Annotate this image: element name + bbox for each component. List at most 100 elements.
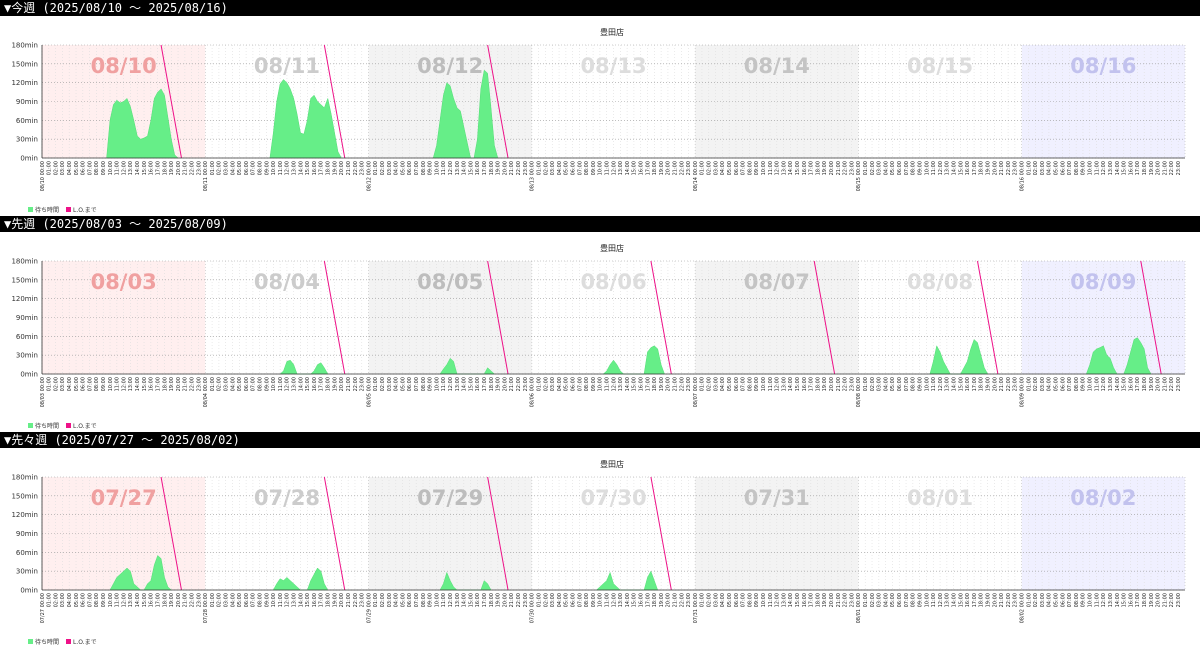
x-tick-label: 13:00 (1108, 593, 1114, 607)
x-tick-label: 15:00 (795, 593, 801, 607)
lo-line (1140, 260, 1162, 375)
x-tick-label: 20:00 (176, 161, 182, 175)
x-tick-label: 01:00 (47, 161, 53, 175)
x-tick-label: 09:00 (591, 161, 597, 175)
week-heading: ▼先週 (2025/08/03 〜 2025/08/09) (0, 216, 1200, 232)
x-tick-label: 08/05 00:00 (366, 377, 372, 407)
x-tick-label: 08:00 (94, 161, 100, 175)
x-tick-label: 09:00 (918, 161, 924, 175)
x-tick-label: 19:00 (822, 377, 828, 391)
x-tick-label: 21:00 (346, 161, 352, 175)
x-tick-label: 05:00 (1054, 161, 1060, 175)
x-tick-label: 05:00 (890, 161, 896, 175)
y-tick-label: 60min (16, 333, 38, 341)
x-tick-label: 14:00 (1115, 161, 1121, 175)
x-tick-label: 01:00 (1026, 161, 1032, 175)
x-tick-label: 03:00 (713, 593, 719, 607)
x-tick-label: 16:00 (312, 161, 318, 175)
x-tick-label: 09:00 (1081, 161, 1087, 175)
x-tick-label: 20:00 (339, 161, 345, 175)
week-section-two-weeks-ago: ▼先々週 (2025/07/27 〜 2025/08/02) 0min 30min… (0, 432, 1200, 648)
x-tick-label: 02:00 (707, 377, 713, 391)
x-tick-label: 01:00 (1026, 593, 1032, 607)
x-tick-label: 04:00 (720, 593, 726, 607)
x-tick-label: 08/15 00:00 (856, 161, 862, 191)
x-tick-label: 18:00 (162, 161, 168, 175)
x-tick-label: 07:00 (904, 161, 910, 175)
x-tick-label: 03:00 (60, 593, 66, 607)
x-tick-label: 09:00 (1081, 377, 1087, 391)
x-tick-label: 06:00 (734, 593, 740, 607)
x-tick-label: 12:00 (121, 161, 127, 175)
x-tick-label: 14:00 (952, 377, 958, 391)
x-tick-label: 06:00 (407, 377, 413, 391)
x-tick-label: 08/06 00:00 (530, 377, 536, 407)
y-tick-label: 150min (11, 276, 38, 284)
x-tick-label: 03:00 (224, 377, 230, 391)
x-tick-label: 11:00 (1094, 593, 1100, 607)
x-tick-label: 11:00 (115, 593, 121, 607)
x-tick-label: 04:00 (883, 161, 889, 175)
x-tick-label: 14:00 (462, 377, 468, 391)
x-tick-label: 02:00 (1033, 593, 1039, 607)
x-tick-label: 01:00 (373, 161, 379, 175)
x-tick-label: 15:00 (305, 377, 311, 391)
x-tick-label: 03:00 (60, 161, 66, 175)
y-tick-label: 150min (11, 60, 38, 68)
x-tick-label: 11:00 (1094, 377, 1100, 391)
x-tick-label: 17:00 (1135, 377, 1141, 391)
x-tick-label: 06:00 (734, 377, 740, 391)
x-tick-label: 02:00 (543, 377, 549, 391)
x-tick-label: 21:00 (1162, 377, 1168, 391)
x-tick-label: 05:00 (727, 161, 733, 175)
x-tick-label: 08:00 (911, 593, 917, 607)
x-tick-label: 19:00 (496, 593, 502, 607)
x-tick-label: 23:00 (1013, 377, 1019, 391)
x-tick-label: 02:00 (380, 377, 386, 391)
x-tick-label: 08/02 00:00 (1020, 593, 1026, 623)
x-tick-label: 17:00 (645, 593, 651, 607)
x-tick-label: 01:00 (210, 377, 216, 391)
x-tick-label: 01:00 (47, 593, 53, 607)
x-tick-label: 21:00 (509, 161, 515, 175)
x-tick-label: 17:00 (156, 377, 162, 391)
x-tick-label: 04:00 (230, 377, 236, 391)
x-tick-label: 08/12 00:00 (366, 161, 372, 191)
y-tick-label: 180min (11, 258, 38, 266)
x-tick-label: 21:00 (999, 161, 1005, 175)
x-tick-label: 17:00 (482, 377, 488, 391)
x-tick-label: 22:00 (353, 593, 359, 607)
x-tick-label: 22:00 (1169, 377, 1175, 391)
x-tick-label: 23:00 (523, 593, 529, 607)
x-tick-label: 14:00 (298, 593, 304, 607)
x-tick-label: 15:00 (468, 593, 474, 607)
x-tick-label: 03:00 (713, 161, 719, 175)
x-tick-label: 13:00 (1108, 161, 1114, 175)
y-tick-label: 30min (16, 568, 38, 576)
x-tick-label: 06:00 (571, 377, 577, 391)
x-tick-label: 21:00 (673, 161, 679, 175)
x-tick-label: 10:00 (271, 377, 277, 391)
x-tick-label: 11:00 (278, 377, 284, 391)
day-label: 07/28 (254, 486, 320, 510)
x-tick-label: 10:00 (434, 161, 440, 175)
x-tick-label: 13:00 (618, 377, 624, 391)
x-tick-label: 13:00 (455, 377, 461, 391)
x-tick-label: 10:00 (271, 593, 277, 607)
x-tick-label: 13:00 (455, 161, 461, 175)
x-tick-label: 16:00 (475, 593, 481, 607)
x-tick-label: 09:00 (428, 377, 434, 391)
x-tick-label: 19:00 (659, 593, 665, 607)
x-tick-label: 21:00 (1162, 593, 1168, 607)
x-tick-label: 10:00 (924, 593, 930, 607)
x-tick-label: 07:00 (414, 593, 420, 607)
x-tick-label: 07:00 (904, 377, 910, 391)
lo-line (650, 476, 672, 591)
x-tick-label: 22:00 (353, 161, 359, 175)
y-tick-label: 0min (20, 371, 38, 379)
x-tick-label: 09:00 (101, 377, 107, 391)
x-tick-label: 01:00 (863, 377, 869, 391)
x-tick-label: 14:00 (625, 593, 631, 607)
x-tick-label: 04:00 (720, 161, 726, 175)
x-tick-label: 08/07 00:00 (693, 377, 699, 407)
